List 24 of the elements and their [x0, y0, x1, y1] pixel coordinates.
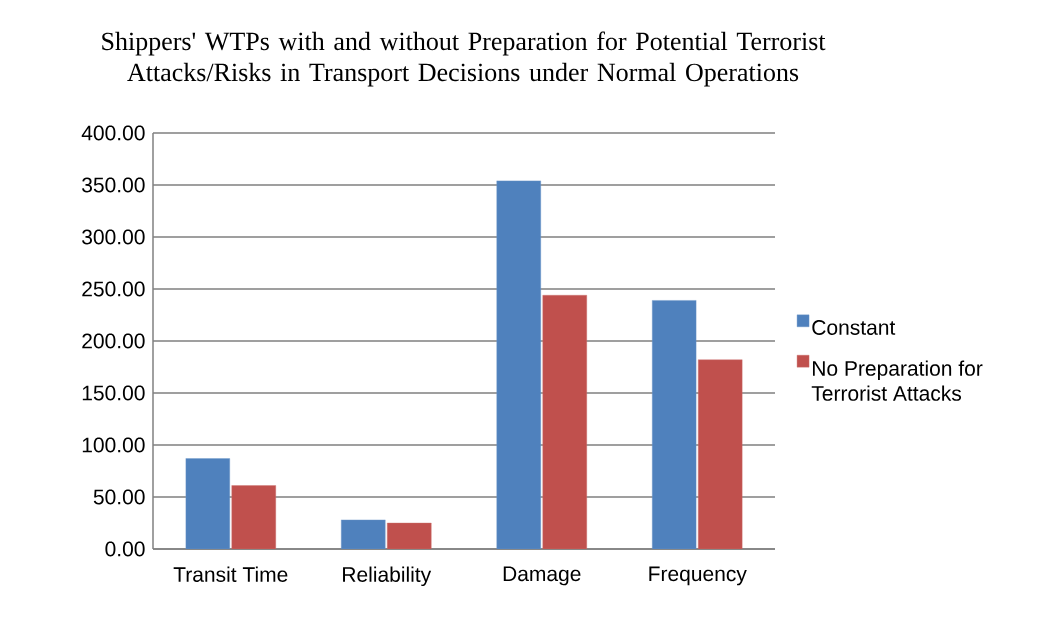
bar — [341, 519, 386, 549]
y-tick-label: 250.00 — [82, 281, 145, 297]
x-tick-label: Transit Time — [173, 566, 288, 582]
bar — [698, 359, 743, 549]
x-tick-label: Frequency — [649, 566, 747, 586]
y-tick-label: 200.00 — [82, 333, 145, 349]
y-tick-label: 150.00 — [82, 385, 145, 401]
y-tick-label: 400.00 — [81, 125, 145, 141]
bar — [185, 458, 230, 549]
y-tick-label: 50.00 — [93, 489, 145, 505]
y-tick-label: 0.00 — [105, 541, 145, 557]
bar — [231, 485, 276, 549]
bar — [496, 180, 541, 549]
bar — [542, 295, 587, 549]
y-tick-label: 100.00 — [82, 437, 145, 453]
y-tick-label: 300.00 — [82, 229, 145, 245]
bar — [652, 300, 697, 549]
chart-title: Shippers' WTPs with and without Preparation for Potential Terrorist Attacks/Risks in Transport Decisions under Normal Operations — [102, 31, 826, 87]
y-tick-label: 350.00 — [82, 177, 145, 193]
x-tick-label: Damage — [503, 566, 581, 586]
legend-label: No Preparation for Terrorist Attacks — [811, 360, 983, 401]
bar — [387, 522, 432, 549]
legend-label: Constant — [812, 320, 896, 335]
x-tick-label: Reliability — [343, 566, 432, 587]
